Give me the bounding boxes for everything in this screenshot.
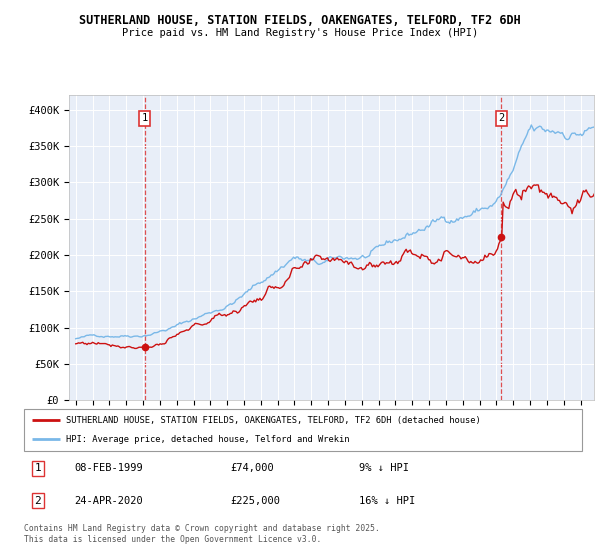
Text: Price paid vs. HM Land Registry's House Price Index (HPI): Price paid vs. HM Land Registry's House …: [122, 28, 478, 38]
Text: 1: 1: [35, 464, 41, 473]
Text: Contains HM Land Registry data © Crown copyright and database right 2025.: Contains HM Land Registry data © Crown c…: [24, 524, 380, 533]
Text: 24-APR-2020: 24-APR-2020: [74, 496, 143, 506]
Text: 08-FEB-1999: 08-FEB-1999: [74, 464, 143, 473]
Text: 1: 1: [142, 114, 148, 123]
Text: £74,000: £74,000: [230, 464, 274, 473]
Text: £225,000: £225,000: [230, 496, 280, 506]
Text: 9% ↓ HPI: 9% ↓ HPI: [359, 464, 409, 473]
FancyBboxPatch shape: [24, 409, 582, 451]
Text: This data is licensed under the Open Government Licence v3.0.: This data is licensed under the Open Gov…: [24, 535, 322, 544]
Text: 16% ↓ HPI: 16% ↓ HPI: [359, 496, 415, 506]
Text: SUTHERLAND HOUSE, STATION FIELDS, OAKENGATES, TELFORD, TF2 6DH (detached house): SUTHERLAND HOUSE, STATION FIELDS, OAKENG…: [66, 416, 481, 424]
Text: HPI: Average price, detached house, Telford and Wrekin: HPI: Average price, detached house, Telf…: [66, 435, 349, 444]
Text: 2: 2: [499, 114, 505, 123]
Text: 2: 2: [35, 496, 41, 506]
Text: SUTHERLAND HOUSE, STATION FIELDS, OAKENGATES, TELFORD, TF2 6DH: SUTHERLAND HOUSE, STATION FIELDS, OAKENG…: [79, 14, 521, 27]
